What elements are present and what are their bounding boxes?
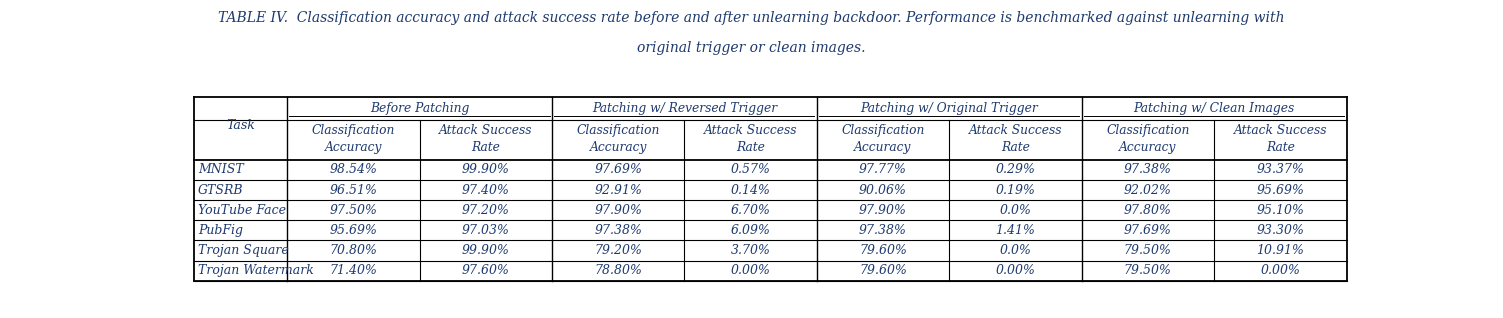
Text: GTSRB: GTSRB xyxy=(198,183,243,197)
Text: 0.19%: 0.19% xyxy=(995,183,1036,197)
Text: 6.09%: 6.09% xyxy=(730,224,771,237)
Text: PubFig: PubFig xyxy=(198,224,243,237)
Text: 3.70%: 3.70% xyxy=(730,244,771,257)
Text: Attack Success: Attack Success xyxy=(968,124,1063,137)
Text: 10.91%: 10.91% xyxy=(1257,244,1305,257)
Text: 96.51%: 96.51% xyxy=(329,183,377,197)
Text: 97.69%: 97.69% xyxy=(1124,224,1172,237)
Text: 0.14%: 0.14% xyxy=(730,183,771,197)
Text: 97.90%: 97.90% xyxy=(860,204,906,217)
Text: 92.02%: 92.02% xyxy=(1124,183,1172,197)
Text: 71.40%: 71.40% xyxy=(329,264,377,277)
Text: 70.80%: 70.80% xyxy=(329,244,377,257)
Text: 97.38%: 97.38% xyxy=(594,224,642,237)
Text: 79.50%: 79.50% xyxy=(1124,244,1172,257)
Text: 0.57%: 0.57% xyxy=(730,163,771,176)
Text: 0.29%: 0.29% xyxy=(995,163,1036,176)
Text: Accuracy: Accuracy xyxy=(325,141,382,154)
Text: Rate: Rate xyxy=(1001,141,1030,154)
Text: 79.20%: 79.20% xyxy=(594,244,642,257)
Text: 92.91%: 92.91% xyxy=(594,183,642,197)
Text: 97.38%: 97.38% xyxy=(860,224,906,237)
Text: Rate: Rate xyxy=(1266,141,1294,154)
Text: 0.00%: 0.00% xyxy=(1261,264,1300,277)
Text: Accuracy: Accuracy xyxy=(589,141,646,154)
Text: Rate: Rate xyxy=(736,141,765,154)
Text: TABLE IV.  Classification accuracy and attack success rate before and after unle: TABLE IV. Classification accuracy and at… xyxy=(218,11,1285,25)
Text: 97.77%: 97.77% xyxy=(860,163,906,176)
Text: YouTube Face: YouTube Face xyxy=(198,204,286,217)
Text: 97.69%: 97.69% xyxy=(594,163,642,176)
Text: 97.90%: 97.90% xyxy=(594,204,642,217)
Text: 95.10%: 95.10% xyxy=(1257,204,1305,217)
Text: 99.90%: 99.90% xyxy=(461,244,510,257)
Text: Before Patching: Before Patching xyxy=(370,102,469,115)
Text: Attack Success: Attack Success xyxy=(703,124,797,137)
Text: Classification: Classification xyxy=(1106,124,1189,137)
Text: 97.50%: 97.50% xyxy=(329,204,377,217)
Text: 93.30%: 93.30% xyxy=(1257,224,1305,237)
Text: 97.38%: 97.38% xyxy=(1124,163,1172,176)
Text: 97.40%: 97.40% xyxy=(461,183,510,197)
Text: 0.0%: 0.0% xyxy=(999,204,1031,217)
Text: original trigger or clean images.: original trigger or clean images. xyxy=(637,41,866,55)
Text: 6.70%: 6.70% xyxy=(730,204,771,217)
Text: 0.00%: 0.00% xyxy=(995,264,1036,277)
Text: 78.80%: 78.80% xyxy=(594,264,642,277)
Text: 79.60%: 79.60% xyxy=(860,264,906,277)
Text: Classification: Classification xyxy=(577,124,660,137)
Text: 95.69%: 95.69% xyxy=(1257,183,1305,197)
Text: 79.50%: 79.50% xyxy=(1124,264,1172,277)
Text: 97.03%: 97.03% xyxy=(461,224,510,237)
Text: Task: Task xyxy=(225,119,256,132)
Text: Trojan Square: Trojan Square xyxy=(198,244,289,257)
Text: Accuracy: Accuracy xyxy=(854,141,912,154)
Text: Attack Success: Attack Success xyxy=(439,124,532,137)
Text: Classification: Classification xyxy=(842,124,924,137)
Text: 99.90%: 99.90% xyxy=(461,163,510,176)
Text: Patching w/ Clean Images: Patching w/ Clean Images xyxy=(1133,102,1294,115)
Text: 95.69%: 95.69% xyxy=(329,224,377,237)
Text: 90.06%: 90.06% xyxy=(860,183,906,197)
Text: 98.54%: 98.54% xyxy=(329,163,377,176)
Text: Patching w/ Original Trigger: Patching w/ Original Trigger xyxy=(860,102,1039,115)
Text: Patching w/ Reversed Trigger: Patching w/ Reversed Trigger xyxy=(592,102,777,115)
Text: MNIST: MNIST xyxy=(198,163,243,176)
Text: 79.60%: 79.60% xyxy=(860,244,906,257)
Text: Attack Success: Attack Success xyxy=(1234,124,1327,137)
Text: 97.20%: 97.20% xyxy=(461,204,510,217)
Text: Accuracy: Accuracy xyxy=(1120,141,1177,154)
Text: 97.80%: 97.80% xyxy=(1124,204,1172,217)
Text: Classification: Classification xyxy=(311,124,395,137)
Text: 93.37%: 93.37% xyxy=(1257,163,1305,176)
Text: 0.0%: 0.0% xyxy=(999,244,1031,257)
Text: Trojan Watermark: Trojan Watermark xyxy=(198,264,314,277)
Text: Rate: Rate xyxy=(472,141,500,154)
Text: 0.00%: 0.00% xyxy=(730,264,771,277)
Text: 97.60%: 97.60% xyxy=(461,264,510,277)
Text: 1.41%: 1.41% xyxy=(995,224,1036,237)
